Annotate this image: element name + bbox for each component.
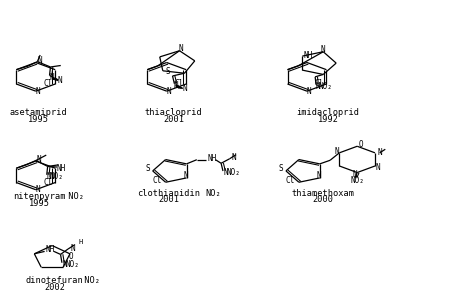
Text: N: N	[223, 168, 228, 177]
Text: N: N	[35, 87, 40, 96]
Text: NO₂: NO₂	[65, 260, 79, 269]
Text: N: N	[166, 87, 171, 96]
Text: 1992: 1992	[318, 115, 339, 124]
Text: N: N	[376, 163, 380, 172]
Text: Cl: Cl	[286, 176, 295, 185]
Text: N: N	[316, 82, 320, 91]
Text: Cl: Cl	[43, 178, 53, 187]
Text: O: O	[68, 252, 73, 261]
Text: NH: NH	[56, 164, 65, 173]
Text: N: N	[173, 81, 178, 90]
Text: N: N	[35, 185, 40, 194]
Text: N: N	[317, 171, 321, 180]
Text: N: N	[38, 56, 43, 65]
Text: Cl: Cl	[314, 79, 324, 88]
Text: N: N	[70, 244, 75, 253]
Text: N: N	[62, 260, 67, 269]
Text: N: N	[178, 44, 183, 53]
Text: 2002: 2002	[44, 283, 65, 292]
Text: N: N	[321, 45, 325, 54]
Text: N: N	[58, 76, 62, 85]
Text: 1995: 1995	[29, 199, 50, 208]
Text: thiacloprid: thiacloprid	[145, 108, 203, 117]
Text: NO₂: NO₂	[350, 176, 364, 184]
Text: N: N	[37, 155, 41, 164]
Text: asetamiprid: asetamiprid	[9, 108, 67, 117]
Text: 2001: 2001	[159, 195, 180, 204]
Text: 1995: 1995	[28, 115, 49, 124]
Text: N: N	[183, 171, 188, 180]
Text: NH: NH	[207, 154, 216, 163]
Text: Cl: Cl	[174, 79, 183, 88]
Text: N: N	[334, 146, 339, 155]
Text: Cl: Cl	[43, 79, 53, 88]
Text: NH: NH	[45, 245, 55, 254]
Text: NO₂: NO₂	[205, 189, 221, 198]
Text: S: S	[146, 164, 150, 173]
Text: S: S	[279, 164, 284, 173]
Text: N: N	[307, 87, 311, 96]
Text: NH: NH	[303, 51, 312, 60]
Text: Cl: Cl	[152, 176, 162, 185]
Text: N: N	[183, 84, 188, 93]
Text: N: N	[352, 170, 357, 179]
Text: imidacloprid: imidacloprid	[296, 108, 360, 117]
Text: NO₂: NO₂	[318, 82, 333, 91]
Text: H: H	[78, 239, 82, 245]
Text: 2000: 2000	[313, 195, 334, 204]
Text: N: N	[46, 172, 51, 181]
Text: O: O	[359, 140, 363, 149]
Text: N: N	[232, 153, 236, 162]
Text: thiamethoxam: thiamethoxam	[292, 189, 355, 198]
Text: NO₂: NO₂	[227, 168, 240, 177]
Text: NO₂: NO₂	[79, 276, 100, 285]
Text: NO₂: NO₂	[63, 192, 83, 201]
Text: N: N	[378, 148, 382, 157]
Text: clothianidin: clothianidin	[137, 189, 201, 198]
Text: N: N	[49, 73, 54, 82]
Text: dinotefuran: dinotefuran	[26, 276, 83, 285]
Text: nitenpyram: nitenpyram	[13, 192, 65, 201]
Text: S: S	[165, 67, 170, 76]
Text: NO₂: NO₂	[49, 172, 63, 181]
Text: 2001: 2001	[163, 115, 184, 124]
